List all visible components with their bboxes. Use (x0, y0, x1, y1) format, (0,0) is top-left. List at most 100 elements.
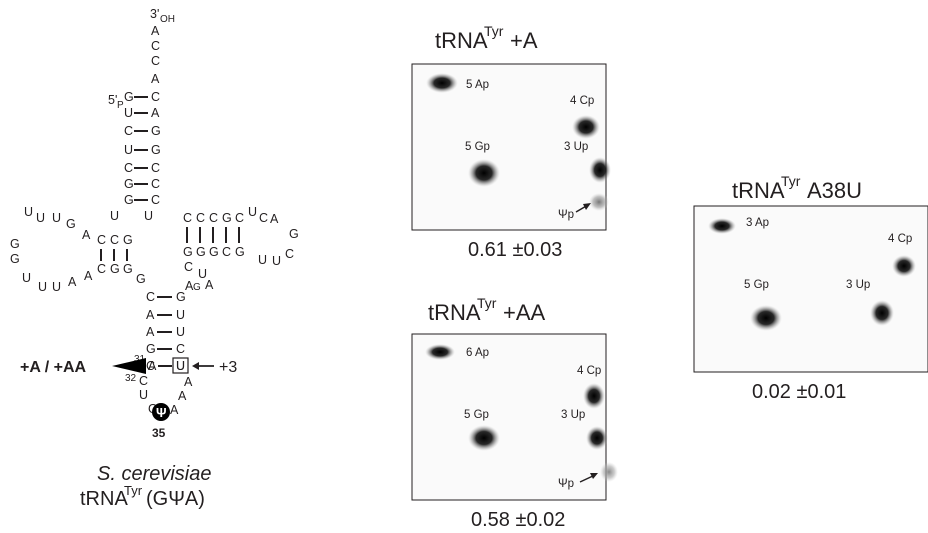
spot-4cp (583, 383, 605, 409)
svg-text:U: U (139, 388, 148, 402)
svg-text:5 Gp: 5 Gp (464, 409, 489, 421)
svg-text:C: C (110, 233, 119, 247)
svg-text:C: C (151, 193, 160, 207)
svg-text:C: C (151, 54, 160, 68)
svg-text:U: U (124, 143, 133, 157)
tlc-plate (411, 333, 607, 501)
svg-text:A38U: A38U (807, 178, 862, 203)
svg-text:C: C (222, 245, 231, 259)
svg-text:A: A (178, 389, 187, 403)
t-arm: U C C C G C G G G C G U C A G C U U C U … (144, 205, 299, 293)
svg-text:C: C (151, 90, 160, 104)
tlc-panel-plus-a: tRNA Tyr +A 5 Ap 4 Cp 5 Gp 3 Up Ψp 0.61 … (411, 23, 611, 261)
svg-text:C: C (285, 247, 294, 261)
insertion-marker: +A / +AA (20, 358, 146, 376)
spot-5gp (468, 425, 500, 451)
svg-text:C: C (259, 211, 268, 225)
svg-text:U: U (176, 359, 185, 373)
svg-text:C: C (176, 342, 185, 356)
svg-text:U: U (258, 253, 267, 267)
svg-text:4 Cp: 4 Cp (888, 233, 912, 245)
svg-text:6 Ap: 6 Ap (466, 347, 489, 359)
svg-text:5 Gp: 5 Gp (744, 279, 769, 291)
svg-text:+A: +A (510, 28, 538, 53)
svg-text:U: U (176, 308, 185, 322)
svg-text:C: C (235, 211, 244, 225)
spot-3up (589, 157, 611, 183)
svg-text:5 Ap: 5 Ap (466, 79, 489, 91)
svg-text:G: G (123, 262, 133, 276)
svg-text:4 Cp: 4 Cp (570, 95, 594, 107)
boxed-nucleotide (172, 357, 189, 374)
svg-text:3 Up: 3 Up (564, 141, 588, 153)
svg-text:A: A (151, 106, 160, 120)
three-prime-label: 3' (150, 7, 159, 21)
spot-5gp (468, 159, 500, 187)
svg-text:U: U (144, 209, 153, 223)
acceptor-tail: A C C A (151, 24, 160, 86)
svg-text:4 Cp: 4 Cp (577, 365, 601, 377)
insertion-label: +A / +AA (20, 359, 87, 376)
svg-text:G: G (151, 124, 161, 138)
species-label: S. cerevisiae (97, 463, 212, 485)
svg-text:A: A (146, 325, 155, 339)
svg-text:C: C (146, 359, 155, 373)
svg-text:A: A (185, 279, 194, 293)
svg-text:A: A (170, 403, 179, 417)
psi-position: 35 (152, 426, 166, 440)
svg-text:tRNA: tRNA (428, 300, 481, 325)
svg-text:C: C (124, 124, 133, 138)
svg-text:U: U (52, 280, 61, 294)
spot-4cp (892, 255, 916, 277)
svg-text:U: U (272, 254, 281, 268)
svg-text:U: U (24, 205, 33, 219)
svg-text:G: G (146, 342, 156, 356)
svg-text:U: U (110, 209, 119, 223)
svg-text:3 Up: 3 Up (561, 409, 585, 421)
trna-name: tRNA (80, 488, 128, 510)
svg-text:U: U (22, 271, 31, 285)
svg-text:Ψp: Ψp (558, 478, 574, 490)
svg-text:U: U (198, 267, 207, 281)
svg-text:tRNA: tRNA (435, 28, 488, 53)
svg-text:U: U (176, 325, 185, 339)
svg-text:A: A (151, 24, 160, 38)
svg-text:C: C (184, 260, 193, 274)
five-prime-p: P (117, 100, 124, 111)
svg-text:tRNA: tRNA (732, 178, 785, 203)
svg-text:G: G (289, 227, 299, 241)
tlc-plate (693, 205, 928, 373)
ratio-a38u: 0.02 ±0.01 (752, 381, 846, 403)
svg-text:Tyr: Tyr (484, 23, 504, 39)
svg-text:G: G (222, 211, 232, 225)
svg-text:C: C (97, 233, 106, 247)
svg-text:5 Gp: 5 Gp (465, 141, 490, 153)
trna-structure-diagram: 3' OH A C C A 5' P G U C U C G G C A G G… (10, 7, 299, 510)
five-prime-label: 5' (108, 93, 117, 107)
svg-text:C: C (151, 39, 160, 53)
tlc-panel-a38u: tRNA Tyr A38U 3 Ap 4 Cp 5 Gp 3 Up 0.02 ±… (693, 173, 928, 403)
three-prime-oh: OH (160, 14, 175, 25)
spot-6ap (425, 344, 455, 360)
svg-text:G: G (193, 282, 201, 293)
svg-text:A: A (146, 308, 155, 322)
svg-text:U: U (248, 205, 257, 219)
svg-text:G: G (110, 262, 120, 276)
trna-sup: Tyr (124, 483, 143, 498)
plus3-label: +3 (219, 359, 237, 376)
svg-text:U: U (52, 211, 61, 225)
nt-32: C (139, 374, 148, 388)
spot-3up (586, 426, 608, 450)
plus3-arrow: +3 (192, 359, 237, 376)
svg-text:G: G (10, 237, 20, 251)
psi-symbol: Ψ (156, 405, 167, 420)
svg-text:C: C (151, 161, 160, 175)
svg-text:G: G (66, 217, 76, 231)
svg-text:C: C (97, 262, 106, 276)
svg-text:Tyr: Tyr (477, 295, 497, 311)
svg-text:G: G (124, 177, 134, 191)
svg-text:C: C (196, 211, 205, 225)
d-arm: U C C G C G G A G U U G G U U U A A U G (10, 205, 146, 294)
spot-3up (870, 300, 894, 326)
spot-3ap (708, 218, 736, 234)
